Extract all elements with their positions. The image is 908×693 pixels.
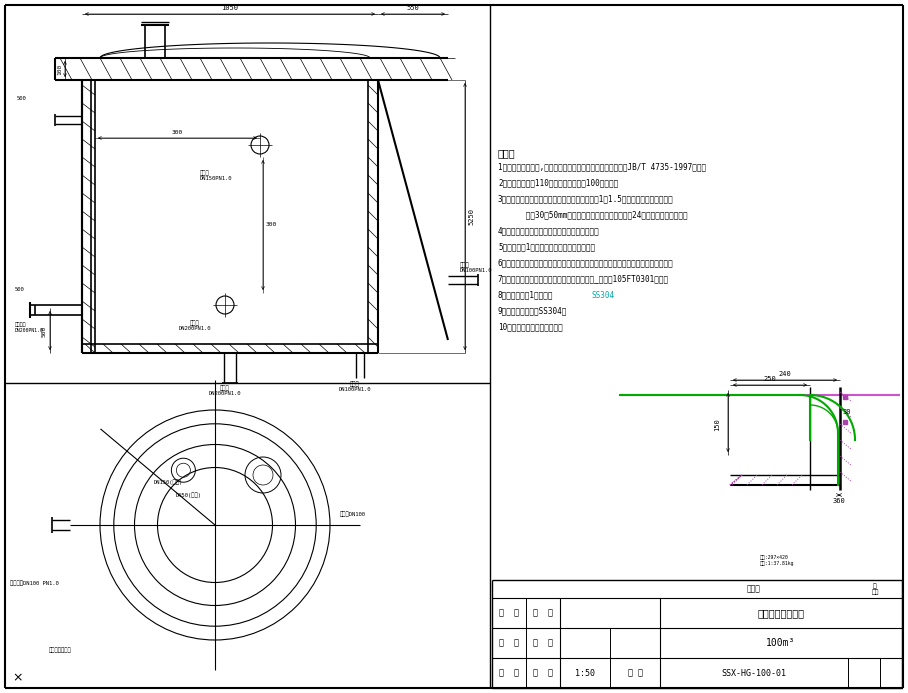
Text: 1:50: 1:50 [575,669,595,678]
Text: DN150(排污): DN150(排污) [153,480,183,485]
Text: 150: 150 [714,419,720,431]
Text: ×: × [12,672,23,685]
Text: 1050: 1050 [222,5,239,11]
Text: 30: 30 [843,409,852,415]
Text: 4、经水压试验合格后的水箱，进行下一步工序。: 4、经水压试验合格后的水箱，进行下一步工序。 [498,226,600,235]
Text: 焊缝30－50mm处轻轻敲打，试验时间不得少于24小时，并检验焊缝不应: 焊缝30－50mm处轻轻敲打，试验时间不得少于24小时，并检验焊缝不应 [498,210,687,219]
Text: 1、水箱按常压设计,水箱施工及验收见《钢制焊接常压容器》JB/T 4735-1997进行。: 1、水箱按常压设计,水箱施工及验收见《钢制焊接常压容器》JB/T 4735-19… [498,162,706,171]
Text: 2、水箱几何容积110立方米，有效容积100立方米。: 2、水箱几何容积110立方米，有效容积100立方米。 [498,178,618,187]
Text: 批  准: 批 准 [499,608,519,617]
Text: 排污口
DN100PN1.0: 排污口 DN100PN1.0 [339,381,371,392]
Text: 9、水箱本体材料：SS304。: 9、水箱本体材料：SS304。 [498,306,568,315]
Text: ？ 号: ？ 号 [627,669,643,678]
Text: 溢流管排污设计: 溢流管排污设计 [49,647,72,653]
Text: 300: 300 [266,222,277,227]
Text: 500: 500 [15,287,25,292]
Text: 进水外管
DN200PN1.0: 进水外管 DN200PN1.0 [15,322,44,333]
Text: 500: 500 [42,326,47,337]
Text: 3、水箱应作严密性的水压试验，将水箱装满水用1－1.5公斤锤子沿所有焊缝但距: 3、水箱应作严密性的水压试验，将水箱装满水用1－1.5公斤锤子沿所有焊缝但距 [498,194,674,203]
Text: 100m³: 100m³ [766,638,795,648]
Text: 进水外管DN100 PN1.0: 进水外管DN100 PN1.0 [10,581,59,586]
Text: 5250: 5250 [468,208,474,225]
Text: 550: 550 [407,5,419,11]
Text: 比  例: 比 例 [533,669,553,678]
Text: 日  期: 日 期 [499,669,519,678]
Text: ？
？号: ？ ？号 [872,583,879,595]
Text: 进水口
DN200PN1.0: 进水口 DN200PN1.0 [209,385,242,396]
Text: 说明：: 说明： [498,148,516,158]
Text: 核  核: 核 核 [533,608,553,617]
Text: 100: 100 [57,63,62,75]
Text: ？  核: ？ 核 [499,638,519,647]
Text: SSX-HG-100-01: SSX-HG-100-01 [722,669,786,678]
Text: 6、水箱进水管、出水管、溢流管、排污管均按本图材料表所规定的规格及位置施工。: 6、水箱进水管、出水管、溢流管、排污管均按本图材料表所规定的规格及位置施工。 [498,258,674,267]
Text: ？  ？: ？ ？ [533,638,553,647]
Text: 300: 300 [172,130,183,135]
Text: 240: 240 [779,371,792,377]
Text: 进水口
DN150PN1.0: 进水口 DN150PN1.0 [200,170,232,182]
Text: 8、按本图制作1个水箱。: 8、按本图制作1个水箱。 [498,290,554,299]
Text: DN50(溢流): DN50(溢流) [175,493,202,498]
Text: 施工图: 施工图 [747,584,761,593]
Text: 10、吊耳根据实际情况安装。: 10、吊耳根据实际情况安装。 [498,322,563,331]
Text: 液位计
DN100PN1.0: 液位计 DN100PN1.0 [460,262,492,274]
Text: 5、栏杆间距1米左右，布置方式见平断面图。: 5、栏杆间距1米左右，布置方式见平断面图。 [498,242,595,251]
Text: 图幅:297×420
比例:1:37.81kg: 图幅:297×420 比例:1:37.81kg [760,555,794,566]
Text: 泄水阀DN100: 泄水阀DN100 [340,511,366,517]
Text: 7、水箱安装防腐完毕后保温，材料及厚度按照_图号：105FT0301要求。: 7、水箱安装防腐完毕后保温，材料及厚度按照_图号：105FT0301要求。 [498,274,669,283]
Text: 进水口
DN200PN1.0: 进水口 DN200PN1.0 [179,320,212,331]
Text: 反渗透水箱定位图: 反渗透水箱定位图 [757,608,804,618]
Text: 500: 500 [17,96,27,101]
Text: SS304: SS304 [591,291,614,300]
Text: 250: 250 [764,376,776,382]
Text: 360: 360 [833,498,845,504]
